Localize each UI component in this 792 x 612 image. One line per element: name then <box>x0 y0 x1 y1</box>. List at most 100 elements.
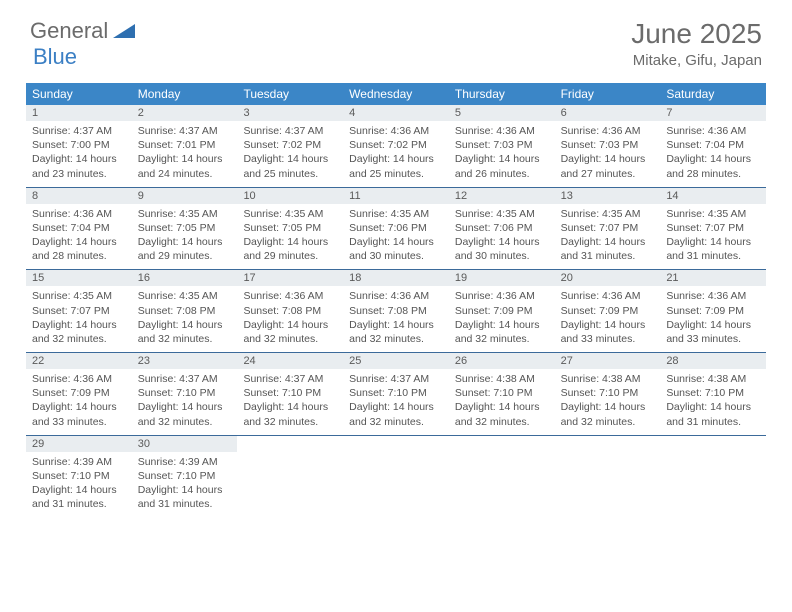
day-number: 8 <box>26 188 132 204</box>
page-title: June 2025 <box>631 18 762 50</box>
daylight-line: Daylight: 14 hours <box>455 318 549 332</box>
daylight-line: and 32 minutes. <box>561 415 655 429</box>
sunrise-line: Sunrise: 4:37 AM <box>349 372 443 386</box>
day-cell: 18Sunrise: 4:36 AMSunset: 7:08 PMDayligh… <box>343 270 449 352</box>
sunrise-line: Sunrise: 4:39 AM <box>138 455 232 469</box>
sunrise-line: Sunrise: 4:37 AM <box>243 372 337 386</box>
daylight-line: Daylight: 14 hours <box>243 235 337 249</box>
sunrise-line: Sunrise: 4:37 AM <box>32 124 126 138</box>
sunrise-line: Sunrise: 4:39 AM <box>32 455 126 469</box>
sunset-line: Sunset: 7:07 PM <box>561 221 655 235</box>
daylight-line: Daylight: 14 hours <box>32 152 126 166</box>
sunset-line: Sunset: 7:06 PM <box>349 221 443 235</box>
sunset-line: Sunset: 7:09 PM <box>666 304 760 318</box>
day-cell: 22Sunrise: 4:36 AMSunset: 7:09 PMDayligh… <box>26 353 132 435</box>
day-cell: 12Sunrise: 4:35 AMSunset: 7:06 PMDayligh… <box>449 188 555 270</box>
daylight-line: and 29 minutes. <box>243 249 337 263</box>
day-cell: 1Sunrise: 4:37 AMSunset: 7:00 PMDaylight… <box>26 105 132 187</box>
sunset-line: Sunset: 7:10 PM <box>138 469 232 483</box>
day-number: 28 <box>660 353 766 369</box>
day-cell-empty <box>555 436 661 518</box>
day-number: 6 <box>555 105 661 121</box>
sunrise-line: Sunrise: 4:36 AM <box>455 289 549 303</box>
day-cell: 24Sunrise: 4:37 AMSunset: 7:10 PMDayligh… <box>237 353 343 435</box>
dow-friday: Friday <box>555 83 661 105</box>
sunset-line: Sunset: 7:09 PM <box>32 386 126 400</box>
daylight-line: Daylight: 14 hours <box>243 152 337 166</box>
sunrise-line: Sunrise: 4:35 AM <box>138 207 232 221</box>
sunset-line: Sunset: 7:03 PM <box>561 138 655 152</box>
day-number: 7 <box>660 105 766 121</box>
day-cell: 30Sunrise: 4:39 AMSunset: 7:10 PMDayligh… <box>132 436 238 518</box>
daylight-line: Daylight: 14 hours <box>666 318 760 332</box>
day-number: 14 <box>660 188 766 204</box>
week-row: 29Sunrise: 4:39 AMSunset: 7:10 PMDayligh… <box>26 436 766 518</box>
day-cell: 7Sunrise: 4:36 AMSunset: 7:04 PMDaylight… <box>660 105 766 187</box>
logo-text-2: Blue <box>33 44 77 70</box>
sunrise-line: Sunrise: 4:36 AM <box>32 207 126 221</box>
sunrise-line: Sunrise: 4:35 AM <box>243 207 337 221</box>
week-row: 8 Sunrise: 4:36 AMSunset: 7:04 PM Daylight… <box>26 188 766 271</box>
sunrise-line: Sunrise: 4:36 AM <box>349 124 443 138</box>
weeks-container: 1Sunrise: 4:37 AMSunset: 7:00 PMDaylight… <box>26 105 766 517</box>
day-number: 2 <box>132 105 238 121</box>
day-number: 25 <box>343 353 449 369</box>
daylight-line: and 33 minutes. <box>561 332 655 346</box>
sunset-line: Sunset: 7:07 PM <box>666 221 760 235</box>
sunset-line: Sunset: 7:08 PM <box>138 304 232 318</box>
daylight-line: and 29 minutes. <box>138 249 232 263</box>
sunset-line: Sunset: 7:05 PM <box>138 221 232 235</box>
day-number: 17 <box>237 270 343 286</box>
sunrise-line: Sunrise: 4:38 AM <box>666 372 760 386</box>
day-cell: 5Sunrise: 4:36 AMSunset: 7:03 PMDaylight… <box>449 105 555 187</box>
sunrise-line: Sunrise: 4:36 AM <box>666 124 760 138</box>
daylight-line: Daylight: 14 hours <box>349 152 443 166</box>
day-number: 19 <box>449 270 555 286</box>
daylight-line: and 26 minutes. <box>455 167 549 181</box>
daylight-line: Daylight: 14 hours <box>349 318 443 332</box>
daylight-line: Daylight: 14 hours <box>138 235 232 249</box>
day-cell-empty <box>449 436 555 518</box>
daylight-line: Daylight: 14 hours <box>32 483 126 497</box>
title-block: June 2025 Mitake, Gifu, Japan <box>631 18 762 69</box>
daylight-line: and 33 minutes. <box>32 415 126 429</box>
sunset-line: Sunset: 7:04 PM <box>32 221 126 235</box>
day-cell: 26Sunrise: 4:38 AMSunset: 7:10 PMDayligh… <box>449 353 555 435</box>
logo-triangle-icon <box>113 18 135 44</box>
sunset-line: Sunset: 7:07 PM <box>32 304 126 318</box>
daylight-line: and 32 minutes. <box>32 332 126 346</box>
week-row: 15Sunrise: 4:35 AMSunset: 7:07 PMDayligh… <box>26 270 766 353</box>
sunset-line: Sunset: 7:08 PM <box>349 304 443 318</box>
daylight-line: and 31 minutes. <box>666 415 760 429</box>
daylight-line: and 32 minutes. <box>138 415 232 429</box>
sunset-line: Sunset: 7:10 PM <box>32 469 126 483</box>
day-number: 15 <box>26 270 132 286</box>
week-row: 1Sunrise: 4:37 AMSunset: 7:00 PMDaylight… <box>26 105 766 188</box>
dow-tuesday: Tuesday <box>237 83 343 105</box>
daylight-line: and 32 minutes. <box>243 415 337 429</box>
dow-saturday: Saturday <box>660 83 766 105</box>
day-cell: 8Sunrise: 4:36 AMSunset: 7:04 PMDaylight… <box>26 188 132 270</box>
daylight-line: Daylight: 14 hours <box>138 152 232 166</box>
daylight-line: and 25 minutes. <box>349 167 443 181</box>
sunrise-line: Sunrise: 4:36 AM <box>349 289 443 303</box>
day-cell: 6Sunrise: 4:36 AMSunset: 7:03 PMDaylight… <box>555 105 661 187</box>
sunrise-line: Sunrise: 4:37 AM <box>138 124 232 138</box>
sunset-line: Sunset: 7:02 PM <box>349 138 443 152</box>
sunrise-line: Sunrise: 4:36 AM <box>243 289 337 303</box>
sunrise-line: Sunrise: 4:36 AM <box>561 289 655 303</box>
daylight-line: and 32 minutes. <box>349 332 443 346</box>
day-cell: 10Sunrise: 4:35 AMSunset: 7:05 PMDayligh… <box>237 188 343 270</box>
week-row: 22Sunrise: 4:36 AMSunset: 7:09 PMDayligh… <box>26 353 766 436</box>
daylight-line: Daylight: 14 hours <box>349 235 443 249</box>
sunrise-line: Sunrise: 4:36 AM <box>666 289 760 303</box>
daylight-line: Daylight: 14 hours <box>455 400 549 414</box>
day-number: 10 <box>237 188 343 204</box>
daylight-line: and 32 minutes. <box>349 415 443 429</box>
day-number: 26 <box>449 353 555 369</box>
sunrise-line: Sunrise: 4:36 AM <box>561 124 655 138</box>
daylight-line: Daylight: 14 hours <box>32 318 126 332</box>
sunrise-line: Sunrise: 4:37 AM <box>243 124 337 138</box>
day-cell: 19Sunrise: 4:36 AMSunset: 7:09 PMDayligh… <box>449 270 555 352</box>
day-number: 12 <box>449 188 555 204</box>
